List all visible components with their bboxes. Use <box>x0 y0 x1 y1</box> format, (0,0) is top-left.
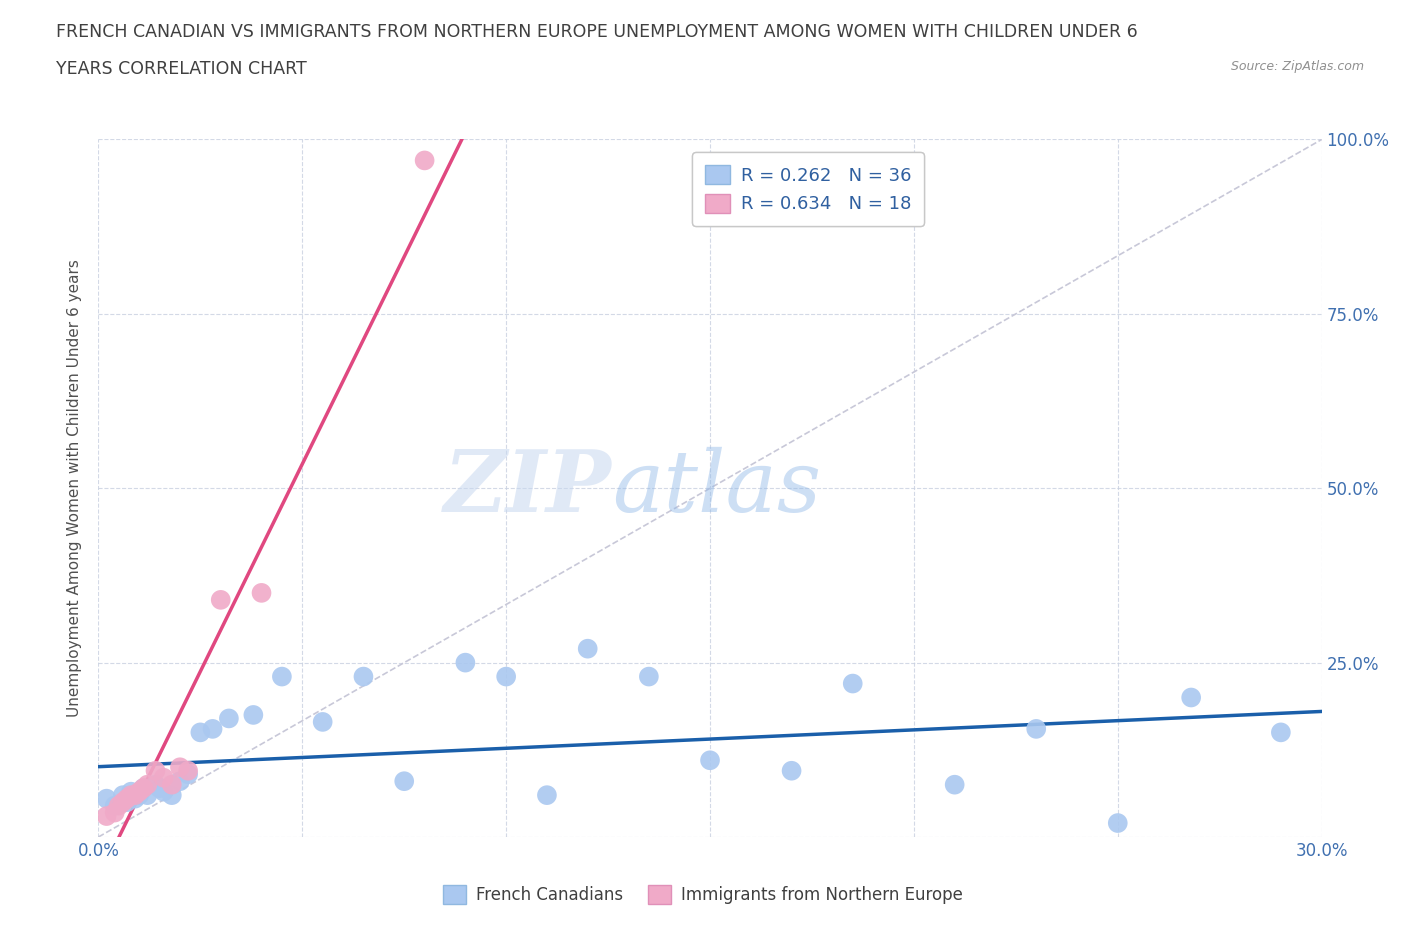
Point <box>160 788 183 803</box>
Text: atlas: atlas <box>612 447 821 529</box>
Legend: R = 0.262   N = 36, R = 0.634   N = 18: R = 0.262 N = 36, R = 0.634 N = 18 <box>692 152 924 226</box>
Point <box>177 764 200 778</box>
Point <box>115 791 138 806</box>
Point <box>169 774 191 789</box>
Point <box>120 784 142 799</box>
Point <box>536 788 558 803</box>
Point <box>392 774 416 789</box>
Point <box>209 592 232 607</box>
Point <box>780 764 803 778</box>
Point <box>149 781 172 796</box>
Point <box>250 586 273 601</box>
Text: FRENCH CANADIAN VS IMMIGRANTS FROM NORTHERN EUROPE UNEMPLOYMENT AMONG WOMEN WITH: FRENCH CANADIAN VS IMMIGRANTS FROM NORTH… <box>56 23 1137 41</box>
Point <box>638 670 661 684</box>
Point <box>188 725 212 740</box>
Point <box>152 784 174 799</box>
Point <box>115 794 138 809</box>
Point <box>111 788 134 803</box>
Legend: French Canadians, Immigrants from Northern Europe: French Canadians, Immigrants from Northe… <box>434 877 972 912</box>
Point <box>1025 722 1047 737</box>
Point <box>120 788 142 803</box>
Point <box>145 777 167 792</box>
Point <box>352 670 374 684</box>
Point <box>943 777 966 792</box>
Point <box>128 784 150 799</box>
Point <box>312 714 335 729</box>
Point <box>841 676 863 691</box>
Point <box>454 656 477 671</box>
Point <box>413 153 436 168</box>
Point <box>132 781 155 796</box>
Point <box>218 711 240 725</box>
Point <box>96 809 118 824</box>
Point <box>201 722 224 737</box>
Point <box>177 766 200 781</box>
Point <box>699 753 721 768</box>
Point <box>104 805 127 820</box>
Point <box>128 788 150 803</box>
Point <box>169 760 191 775</box>
Point <box>1107 816 1129 830</box>
Point <box>1270 725 1292 740</box>
Point <box>96 791 118 806</box>
Point <box>270 670 294 684</box>
Point <box>136 788 159 803</box>
Text: ZIP: ZIP <box>444 446 612 530</box>
Point <box>1180 690 1202 705</box>
Point <box>124 788 146 803</box>
Point <box>242 708 264 723</box>
Point <box>124 791 146 806</box>
Point <box>495 670 517 684</box>
Point <box>145 764 167 778</box>
Point <box>104 798 127 813</box>
Point <box>108 798 131 813</box>
Point <box>576 642 599 657</box>
Text: Source: ZipAtlas.com: Source: ZipAtlas.com <box>1230 60 1364 73</box>
Point <box>160 777 183 792</box>
Y-axis label: Unemployment Among Women with Children Under 6 years: Unemployment Among Women with Children U… <box>67 259 83 717</box>
Text: YEARS CORRELATION CHART: YEARS CORRELATION CHART <box>56 60 307 78</box>
Point <box>136 777 159 792</box>
Point <box>111 794 134 809</box>
Point <box>132 781 155 796</box>
Point <box>152 770 174 785</box>
